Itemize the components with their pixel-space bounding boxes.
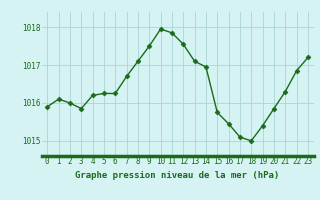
X-axis label: Graphe pression niveau de la mer (hPa): Graphe pression niveau de la mer (hPa) xyxy=(76,171,280,180)
